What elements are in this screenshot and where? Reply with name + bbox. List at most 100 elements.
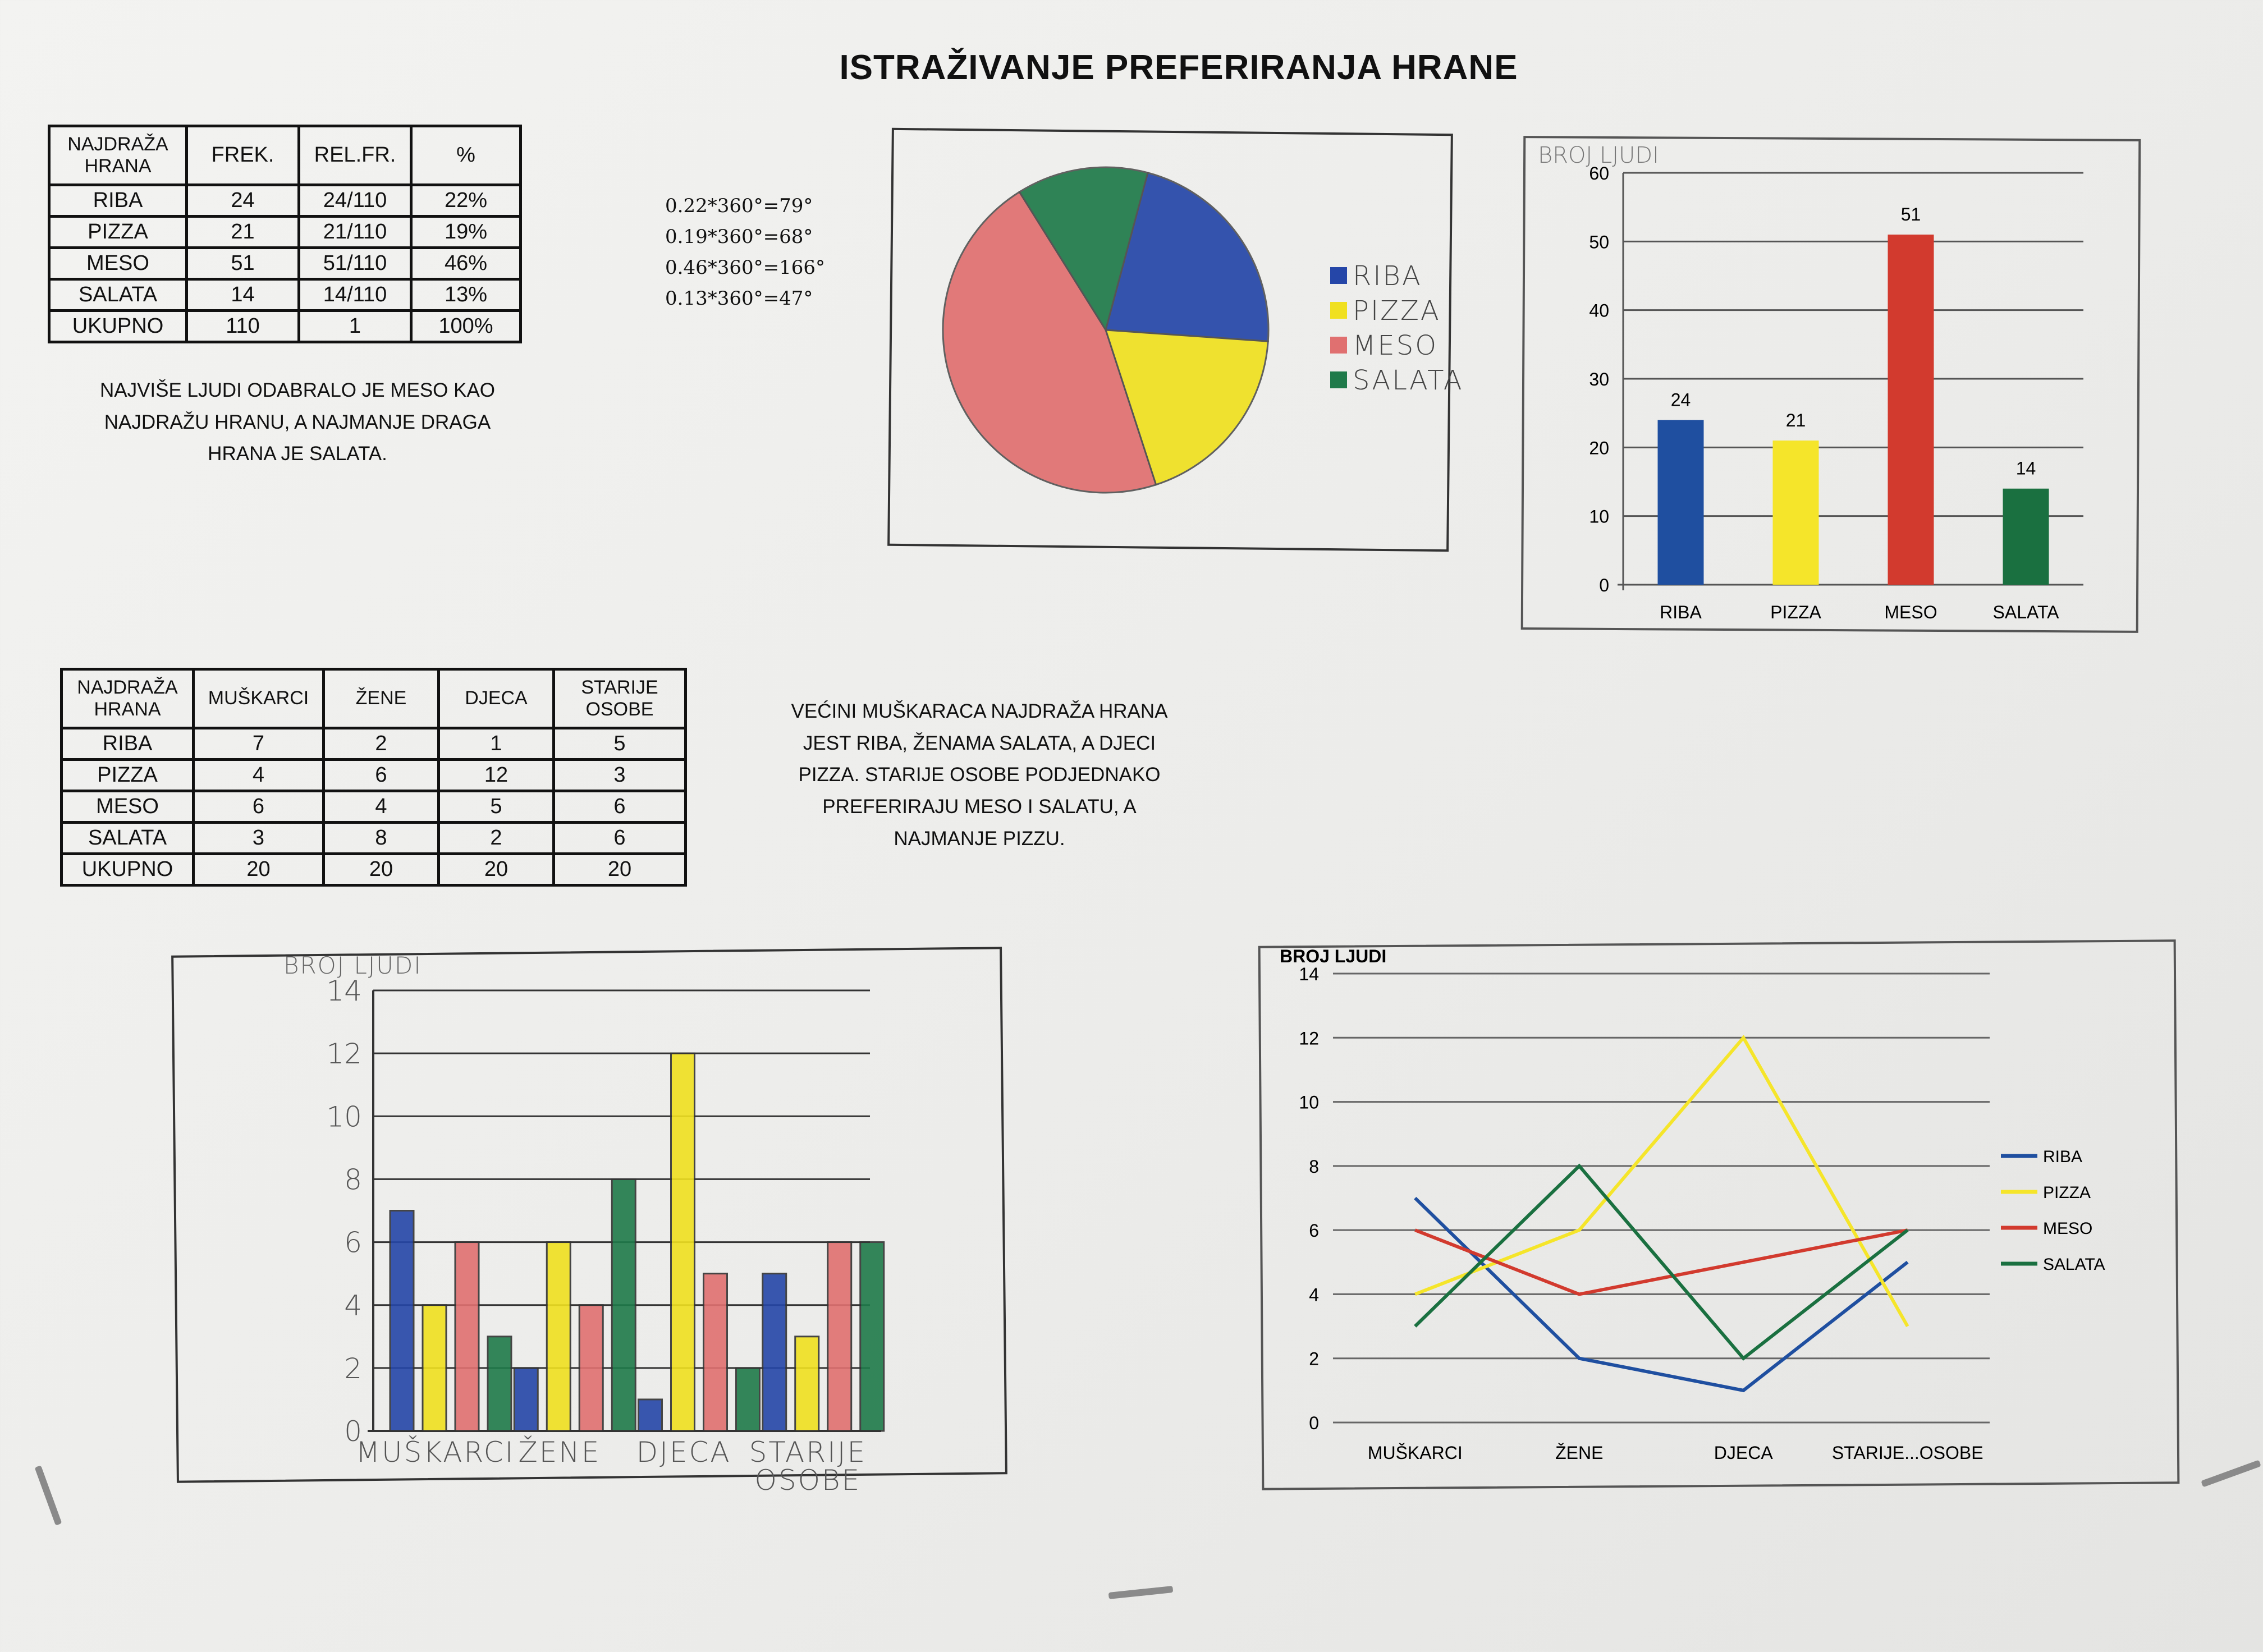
table2-row: UKUPNO 20 20 20 20	[60, 852, 687, 887]
line-pizza	[1414, 1035, 1909, 1328]
calculation-line: 0.19*360°=68°	[665, 226, 813, 249]
table2-cell: 2	[322, 727, 440, 761]
y-axis-title: BROJ LJUDI	[1538, 143, 1659, 168]
bar-žene	[578, 1304, 604, 1432]
table2-cell: 1	[437, 727, 555, 761]
y-tick-label: 10	[326, 1100, 362, 1133]
table1-cell: 51/110	[297, 246, 413, 281]
table2-cell: 20	[437, 852, 555, 887]
bar-muškarci	[487, 1336, 512, 1432]
line-salata	[1414, 1163, 1909, 1361]
frequency-table: NAJDRAŽA HRANA FREK. REL.FR.% RIBA 24 24/110 2…	[48, 125, 522, 343]
table2-header-cell: NAJDRAŽA HRANA	[60, 668, 195, 729]
table2-header-cell: STARIJE OSOBE	[552, 668, 687, 729]
y-tick-label: 50	[1589, 232, 1609, 252]
bar-muškarci	[389, 1210, 415, 1432]
table1-cell: 46%	[410, 246, 522, 281]
y-tick-label: 2	[1309, 1349, 1319, 1369]
data-label: 24	[1671, 389, 1691, 410]
data-label: 51	[1901, 204, 1921, 224]
y-tick-label: 40	[1589, 301, 1609, 321]
table2-cell: MESO	[60, 790, 195, 824]
bar-djeca	[638, 1398, 663, 1432]
table2-cell: 3	[552, 758, 687, 792]
table1-cell: 24/110	[297, 183, 413, 218]
angle-calculations: 0.22*360°=79° 0.19*360°=68° 0.46*360°=166°…	[665, 191, 825, 314]
table2-cell: 20	[192, 852, 325, 887]
legend-swatch	[1330, 302, 1347, 319]
bar-žene	[546, 1241, 571, 1432]
table2-row: SALATA 3 8 2 6	[60, 821, 687, 855]
y-tick-label: 8	[344, 1163, 362, 1196]
table1-cell: MESO	[48, 246, 188, 281]
bar-djeca	[703, 1273, 728, 1432]
table1-cell: 24	[185, 183, 300, 218]
x-tick-label: DJECA	[636, 1436, 731, 1469]
legend-swatch	[1330, 371, 1347, 388]
table1-cell: 19%	[410, 215, 522, 249]
table1-cell: 100%	[410, 309, 522, 343]
bar-pizza	[1772, 440, 1819, 585]
table2-cell: 7	[192, 727, 325, 761]
y-tick-label: 0	[1309, 1413, 1319, 1433]
y-tick-label: 4	[344, 1290, 362, 1322]
bar-djeca	[735, 1367, 761, 1432]
y-tick-label: 4	[1309, 1284, 1319, 1305]
x-tick-label: MUŠKARCI	[356, 1435, 515, 1469]
table2-header-cell: DJECA	[437, 668, 555, 729]
table1-header-cell: FREK.	[185, 125, 300, 186]
y-tick-label: 6	[1309, 1220, 1319, 1241]
y-tick-label: 10	[1589, 507, 1609, 527]
table2-cell: 20	[552, 852, 687, 887]
y-tick-label: 14	[326, 975, 362, 1007]
table1-cell: SALATA	[48, 278, 188, 312]
table2-cell: 6	[552, 790, 687, 824]
page-title: ISTRAŽIVANJE PREFERIRANJA HRANE	[839, 48, 1518, 87]
bar-riba	[1657, 420, 1704, 585]
table1-cell: 21	[185, 215, 300, 249]
y-tick-label: 20	[1589, 438, 1609, 458]
table1-cell: 21/110	[297, 215, 413, 249]
table1-header-row: NAJDRAŽA HRANA FREK. REL.FR.%	[48, 125, 522, 186]
pie-slice-pizza	[1104, 329, 1269, 486]
table2-cell: 4	[192, 758, 325, 792]
table2-row: PIZZA 4 6 12 3	[60, 758, 687, 792]
table1-cell: RIBA	[48, 183, 188, 218]
data-label: 14	[2016, 458, 2036, 479]
x-tick-label: DJECA	[1714, 1443, 1774, 1463]
table2-cell: 8	[322, 821, 440, 855]
table1-header-cell: REL.FR.	[297, 125, 413, 186]
bar-starije-osobe	[859, 1241, 885, 1432]
bar-starije-osobe	[762, 1273, 787, 1432]
table1-cell: 14/110	[297, 278, 413, 312]
y-tick-label: 30	[1589, 369, 1609, 389]
table2-cell: 5	[437, 790, 555, 824]
table1-cell: UKUPNO	[48, 309, 188, 343]
table1-row: PIZZA 21 21/110 19%	[48, 215, 522, 249]
x-tick-label: ŽENE	[1555, 1443, 1603, 1463]
table2-header-cell: MUŠKARCI	[192, 668, 325, 729]
table1-cell: 1	[297, 309, 413, 343]
x-tick-label: RIBA	[1660, 602, 1702, 622]
bar-salata	[2003, 488, 2049, 585]
group-table: NAJDRAŽA HRANA MUŠKARCI ŽENE DJECA STARIJE O…	[60, 668, 687, 887]
x-tick-label: STARIJE	[749, 1436, 867, 1469]
y-tick-label: 6	[344, 1227, 362, 1259]
pie-slice-riba	[1105, 172, 1270, 342]
table2-header-row: NAJDRAŽA HRANA MUŠKARCI ŽENE DJECA STARIJE O…	[60, 668, 687, 729]
table1-cell: 13%	[410, 278, 522, 312]
pie-slice-meso	[942, 190, 1157, 494]
staple	[1108, 1586, 1174, 1599]
x-tick-label: MUŠKARCI	[1368, 1443, 1463, 1463]
line-riba	[1414, 1196, 1909, 1393]
table2-cell: 6	[322, 758, 440, 792]
table1-row: MESO 51 51/110 46%	[48, 246, 522, 281]
table1-cell: 110	[185, 309, 300, 343]
conclusion-note-2: VEĆINI MUŠKARACA NAJDRAŽA HRANA JEST RIB…	[791, 700, 1168, 850]
calculation-line: 0.13*360°=47°	[665, 287, 813, 310]
legend-swatch	[1330, 337, 1347, 354]
data-label: 21	[1786, 410, 1806, 430]
